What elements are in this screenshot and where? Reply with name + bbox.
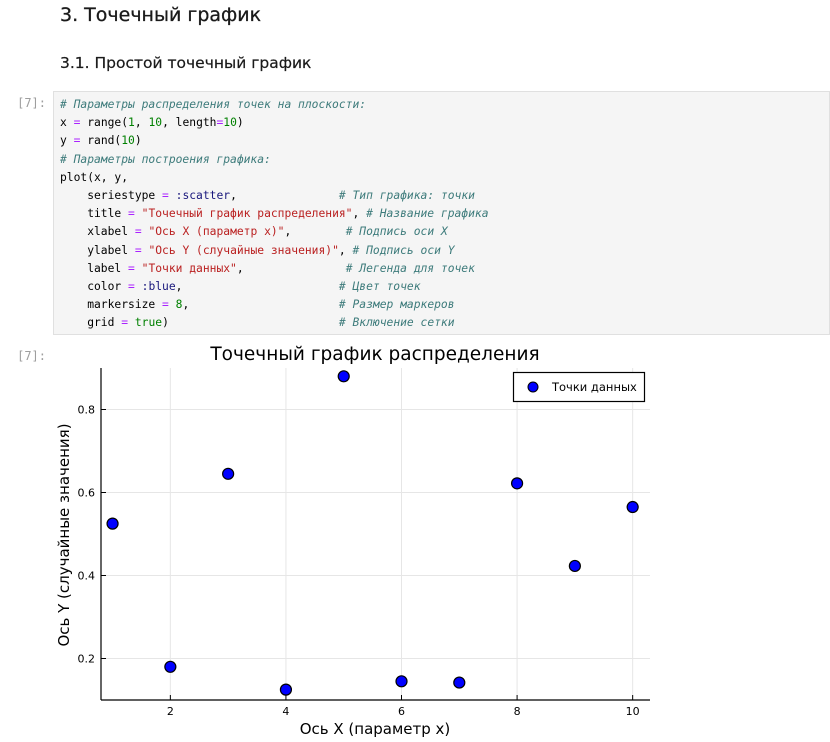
code-cell[interactable]: # Параметры распределения точек на плоск… — [53, 91, 830, 335]
data-point — [568, 559, 581, 573]
data-point — [106, 517, 119, 530]
scatter-plot: Точечный график распределения 2 4 6 8 10 0.2 0… — [55, 344, 650, 738]
data-point — [222, 467, 235, 480]
input-prompt: [7]: — [17, 96, 46, 110]
data-point — [337, 370, 350, 383]
x-tick-label: 6 — [398, 705, 405, 718]
chart-title: Точечный график распределения — [209, 344, 539, 365]
y-tick-label: 0.6 — [78, 487, 96, 500]
x-tick-label: 10 — [626, 705, 640, 718]
plot-axes — [100, 368, 650, 701]
data-point — [164, 660, 177, 673]
plot-grid — [101, 368, 650, 700]
y-tick-label: 0.2 — [78, 653, 96, 666]
output-prompt: [7]: — [17, 349, 46, 363]
section-heading: 3. Точечный график — [60, 4, 262, 26]
code-editor[interactable]: # Параметры распределения точек на плоск… — [60, 98, 489, 330]
y-tick-label: 0.4 — [78, 570, 96, 583]
data-point — [453, 676, 466, 689]
subsection-heading: 3.1. Простой точечный график — [60, 54, 312, 72]
x-tick-label: 2 — [167, 705, 174, 718]
x-axis-label: Ось X (параметр x) — [300, 720, 451, 738]
data-point — [626, 500, 639, 514]
legend-box — [512, 371, 646, 403]
legend: Точки данных — [512, 371, 646, 403]
x-tick-label: 8 — [514, 705, 521, 718]
y-axis-label: Ось Y (случайные значения) — [55, 423, 73, 646]
data-point — [279, 683, 293, 696]
data-points — [106, 370, 639, 696]
tick-labels: 2 4 6 8 10 0.2 0.4 0.6 0.8 — [78, 404, 640, 719]
data-point — [510, 477, 524, 490]
data-point — [395, 675, 408, 688]
legend-label: Точки данных — [551, 380, 637, 394]
x-tick-label: 4 — [282, 705, 289, 718]
legend-marker — [527, 381, 539, 393]
y-tick-label: 0.8 — [78, 404, 96, 417]
